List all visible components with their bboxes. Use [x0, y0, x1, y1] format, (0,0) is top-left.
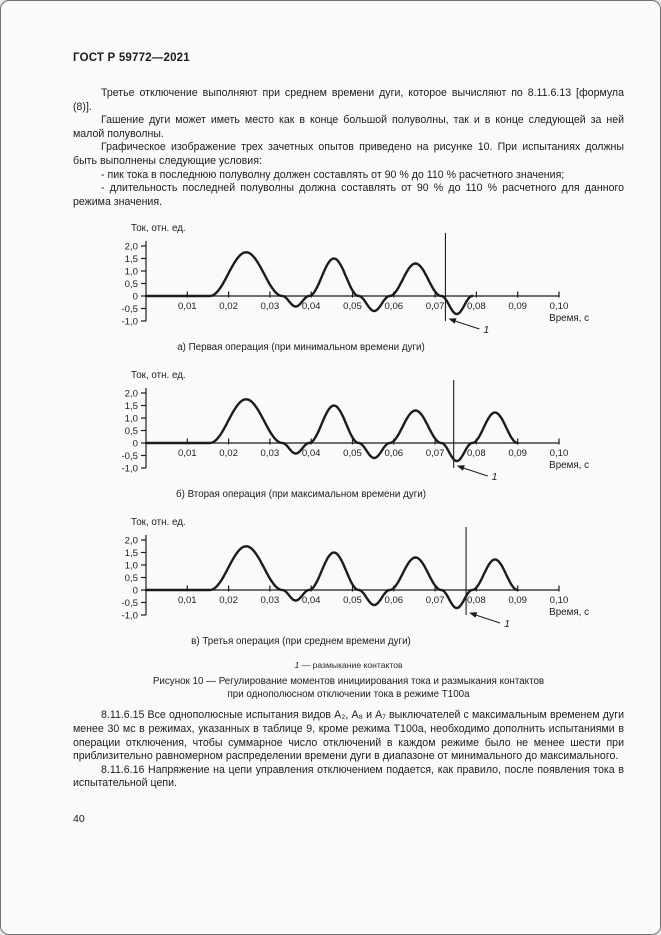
x-tick-label: 0,06	[384, 448, 403, 459]
y-tick-label: -1,0	[121, 611, 138, 622]
x-tick-label: 0,07	[426, 448, 445, 459]
paragraph: Третье отключение выполняют при среднем …	[73, 87, 624, 113]
standard-designation: ГОСТ Р 59772—2021	[73, 52, 190, 64]
y-tick-label: 1,5	[125, 548, 138, 559]
waveform-chart-v: Ток, отн. ед. 2,01,5 1,00,5 0-0,5 -1,0 0,01 0,…	[121, 517, 589, 630]
y-axis-label: Ток, отн. ед.	[131, 517, 186, 528]
waveform-chart-b: Ток, отн. ед. 2,01,5 1,00,5 0-0,5 -1,0 0,01 0,…	[121, 370, 589, 483]
y-tick-label: -1,0	[121, 317, 138, 328]
marker-number-label: 1	[492, 471, 498, 483]
chart-caption-a: а) Первая операция (при минимальном врем…	[177, 342, 425, 354]
x-axis-label: Время, с	[549, 313, 589, 324]
x-tick-label: 0,05	[343, 448, 362, 459]
x-tick-label: 0,04	[302, 448, 321, 459]
figure-caption-line2: при однополюсном отключении тока в режим…	[227, 689, 470, 701]
figure-caption-line1: Рисунок 10 — Регулирование моментов иниц…	[152, 676, 545, 688]
x-tick-label: 0,07	[426, 301, 445, 312]
y-tick-label: 1,0	[125, 267, 138, 278]
chart-block-v: Ток, отн. ед. 2,0 1,5 1,0 0,5 0 -0,5 -1,0 0,01 0,…	[73, 513, 624, 647]
x-tick-label: 0,08	[467, 595, 486, 606]
x-axis-label: Время, с	[549, 460, 589, 471]
paragraph: Гашение дуги может иметь место как в кон…	[73, 114, 624, 140]
figure-caption: Рисунок 10 — Регулирование моментов иниц…	[73, 675, 624, 701]
y-tick-label: 2,0	[125, 389, 138, 400]
paragraph: - пик тока в последнюю полуволну должен …	[101, 168, 565, 181]
x-tick-label: 0,02	[219, 448, 238, 459]
x-tick-label: 0,10	[550, 301, 569, 312]
paragraph: Графическое изображение трех зачетных оп…	[73, 141, 624, 167]
y-tick-label: 2,0	[125, 242, 138, 253]
page-number: 40	[73, 812, 85, 825]
legend-text: — размыкание контактов	[301, 660, 403, 671]
y-tick-label: 1,5	[125, 401, 138, 412]
x-tick-label: 0,02	[219, 595, 238, 606]
paragraph: - длительность последней полуволны должн…	[73, 182, 624, 208]
y-tick-label: 0	[133, 292, 138, 303]
body-text-bottom: 8.11.6.15 Все однополюсные испытания вид…	[73, 709, 624, 791]
x-tick-label: 0,10	[550, 595, 569, 606]
y-tick-label: 0,5	[125, 573, 138, 584]
x-tick-label: 0,01	[178, 301, 197, 312]
chart-caption-v: в) Третья операция (при среднем времени …	[191, 636, 411, 648]
y-tick-label: 0,5	[125, 426, 138, 437]
callout-arrowhead	[469, 612, 478, 619]
y-axis-label: Ток, отн. ед.	[131, 370, 186, 381]
x-tick-label: 0,05	[343, 595, 362, 606]
x-tick-label: 0,03	[261, 448, 280, 459]
chart-block-a: Ток, отн. ед. 2,0 1,5 1,0 0,5 0 -0,5 -1,0 0,01 0,…	[73, 219, 624, 353]
figure-10-charts: Ток, отн. ед. 2,0 1,5 1,0 0,5 0 -0,5 -1,0 0,01 0,…	[73, 219, 624, 647]
x-tick-label: 0,09	[508, 301, 527, 312]
x-tick-label: 0,09	[508, 448, 527, 459]
y-tick-label: -1,0	[121, 464, 138, 475]
callout-arrowhead	[456, 465, 465, 472]
figure-legend: 1 — размыкание контактов	[73, 660, 624, 670]
chart-block-b: Ток, отн. ед. 2,0 1,5 1,0 0,5 0 -0,5 -1,0 0,01 0,…	[73, 366, 624, 500]
y-axis-label: Ток, отн. ед.	[131, 223, 186, 234]
y-tick-label: 1,0	[125, 414, 138, 425]
x-tick-label: 0,06	[384, 595, 403, 606]
x-tick-label: 0,08	[467, 301, 486, 312]
y-tick-label: 0	[133, 586, 138, 597]
x-tick-label: 0,04	[302, 595, 321, 606]
marker-number-label: 1	[504, 618, 510, 630]
marker-number-label: 1	[483, 324, 489, 336]
waveform-path	[144, 251, 474, 316]
x-tick-label: 0,09	[508, 595, 527, 606]
x-tick-label: 0,07	[426, 595, 445, 606]
callout-arrowhead	[448, 318, 457, 325]
y-tick-label: 0,5	[125, 279, 138, 290]
waveform-path	[144, 545, 519, 610]
legend-marker-number: 1	[294, 660, 300, 671]
y-tick-label: -0,5	[121, 304, 138, 315]
y-tick-label: 1,5	[125, 254, 138, 265]
y-tick-label: 0	[133, 439, 138, 450]
x-tick-label: 0,03	[261, 595, 280, 606]
x-tick-label: 0,02	[219, 301, 238, 312]
waveform-path	[144, 398, 519, 463]
x-tick-label: 0,08	[467, 448, 486, 459]
chart-caption-b: б) Вторая операция (при максимальном вре…	[175, 489, 427, 501]
y-tick-label: 2,0	[125, 536, 138, 547]
x-tick-label: 0,05	[343, 301, 362, 312]
paragraph: 8.11.6.16 Напряжение на цепи управления …	[73, 763, 624, 790]
x-axis-label: Время, с	[549, 607, 589, 618]
body-text-top: Третье отключение выполняют при среднем …	[73, 87, 624, 209]
y-tick-label: 1,0	[125, 561, 138, 572]
x-tick-label: 0,10	[550, 448, 569, 459]
x-tick-label: 0,06	[384, 301, 403, 312]
paragraph: 8.11.6.15 Все однополюсные испытания вид…	[73, 709, 624, 763]
y-tick-label: -0,5	[121, 451, 138, 462]
x-tick-label: 0,01	[178, 595, 197, 606]
x-tick-label: 0,01	[178, 448, 197, 459]
y-tick-label: -0,5	[121, 598, 138, 609]
waveform-chart-a: Ток, отн. ед. 2,01,5 1,00,5 0-0,5 -1,0 0,01 0,…	[121, 223, 589, 336]
x-tick-label: 0,03	[261, 301, 280, 312]
x-tick-label: 0,04	[302, 301, 321, 312]
